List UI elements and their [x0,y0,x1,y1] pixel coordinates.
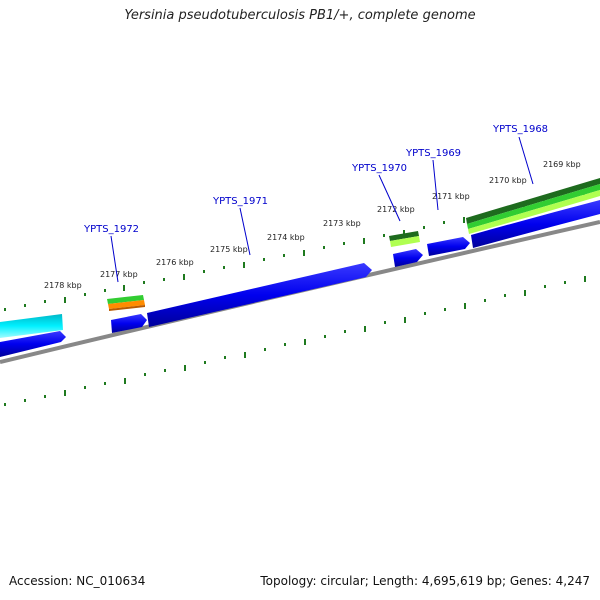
gene-label-ypts-1971[interactable]: YPTS_1971 [212,196,268,207]
gene-arrow-ypts-1972[interactable] [111,314,147,333]
gene-arrows [0,200,600,357]
ruler-label: 2169 kbp [543,160,581,169]
gene-arrow-ypts-1971[interactable] [147,263,372,327]
ruler-label: 2172 kbp [377,205,415,214]
gene-label-ypts-1970[interactable]: YPTS_1970 [351,163,407,174]
gene-arrow[interactable] [0,331,66,357]
ruler-label: 2174 kbp [267,233,305,242]
ruler-label: 2171 kbp [432,192,470,201]
feature-stack-ypts-1972[interactable] [107,295,145,311]
gene-label-ypts-1969[interactable]: YPTS_1969 [405,148,461,159]
genome-summary: Topology: circular; Length: 4,695,619 bp… [260,574,590,588]
gene-label-ypts-1972[interactable]: YPTS_1972 [83,224,139,235]
gene-arrow-ypts-1968[interactable] [471,200,600,248]
gene-label-line [432,159,439,211]
ruler-label: 2177 kbp [100,270,138,279]
gene-arrow-ypts-1970[interactable] [393,249,423,267]
ruler-label: 2176 kbp [156,258,194,267]
feature-stack-ypts-1970[interactable] [389,231,420,247]
ruler-label: 2173 kbp [323,219,361,228]
map-title: Yersinia pseudotuberculosis PB1/+, compl… [124,8,476,23]
accession-label: Accession: NC_010634 [9,574,146,588]
gene-label-line [110,235,119,283]
ruler-label: 2178 kbp [44,281,82,290]
feature-stack-ypts-1968[interactable] [466,178,600,234]
gene-label-line [518,136,534,185]
gene-label-line [239,207,251,256]
gene-label-line [378,174,401,222]
ruler-inner [4,276,586,406]
ruler-label: 2175 kbp [210,245,248,254]
ruler-label: 2170 kbp [489,176,527,185]
gene-label-ypts-1968[interactable]: YPTS_1968 [492,124,548,135]
feature-cyan[interactable] [0,314,63,338]
gene-arrow-ypts-1969[interactable] [427,237,470,256]
